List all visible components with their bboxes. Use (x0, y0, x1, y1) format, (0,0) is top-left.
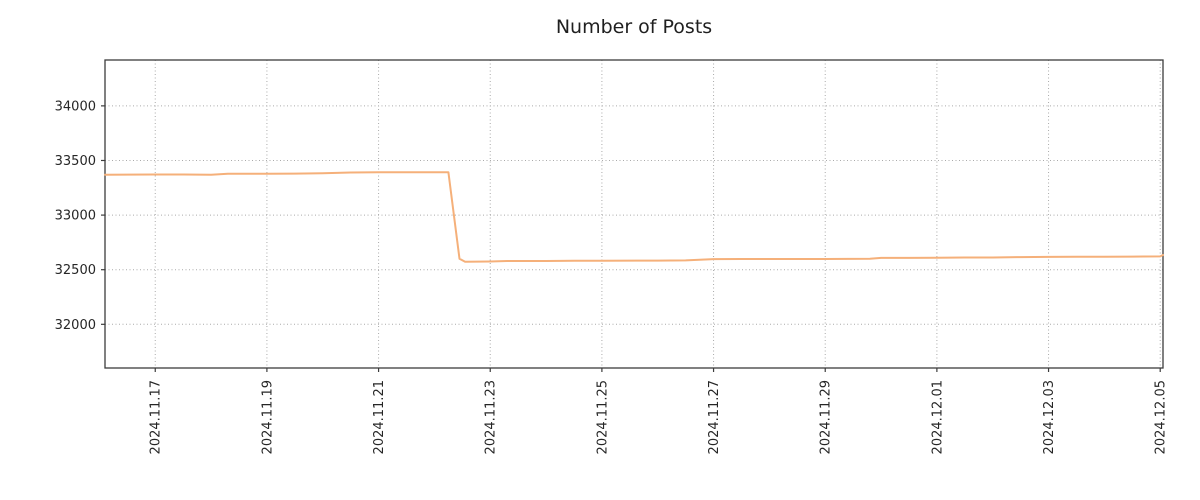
y-tick-label: 33500 (55, 154, 96, 169)
y-tick-label: 32000 (55, 318, 96, 333)
y-tick-label: 33000 (55, 209, 96, 224)
y-tick-label: 34000 (55, 99, 96, 114)
x-tick-label: 2024.11.23 (484, 380, 499, 454)
x-tick-label: 2024.12.05 (1154, 380, 1169, 454)
x-tick-label: 2024.11.25 (595, 380, 610, 454)
x-tick-label: 2024.12.01 (930, 380, 945, 454)
chart-title: Number of Posts (555, 16, 713, 38)
data-line-number-of-posts (104, 171, 1164, 263)
plot-border (104, 59, 1164, 369)
x-tick-label: 2024.11.29 (819, 380, 834, 454)
x-tick-label: 2024.11.17 (149, 380, 164, 454)
x-tick-label: 2024.12.03 (1042, 380, 1057, 454)
x-tick-label: 2024.11.21 (372, 380, 387, 454)
x-tick-label: 2024.11.19 (260, 380, 275, 454)
y-tick-label: 32500 (55, 263, 96, 278)
x-tick-label: 2024.11.27 (707, 380, 722, 454)
